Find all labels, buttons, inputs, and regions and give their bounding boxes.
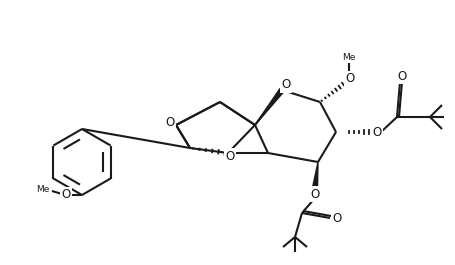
- Text: O: O: [61, 188, 71, 201]
- Text: O: O: [165, 117, 175, 130]
- Polygon shape: [255, 89, 284, 125]
- Text: O: O: [310, 188, 319, 201]
- Text: O: O: [225, 149, 235, 162]
- Text: O: O: [345, 73, 354, 86]
- Text: O: O: [332, 211, 342, 224]
- Text: Me: Me: [36, 186, 50, 195]
- Text: Me: Me: [342, 52, 356, 61]
- Text: O: O: [372, 126, 382, 139]
- Text: O: O: [397, 69, 407, 82]
- Polygon shape: [313, 162, 318, 188]
- Text: O: O: [281, 78, 291, 91]
